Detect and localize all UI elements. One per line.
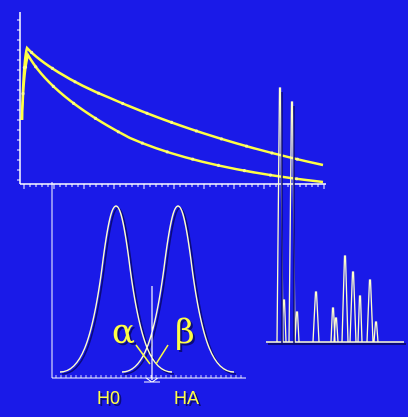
decay-marker [121,101,125,106]
ha-label-shadow: HA [176,390,201,410]
hypothesis-panel: α α β β H0 H0 HA HA [51,182,246,410]
decay-marker [219,137,223,141]
decay-marker [165,150,169,154]
decay-marker [145,111,149,115]
decay-data-markers [21,50,299,181]
alpha-label: α [112,312,135,352]
spectrum-peak [349,271,357,343]
spectrum-peak [341,255,349,343]
ha-label: HA [174,388,199,408]
decay-marker [34,65,38,69]
decay-marker [93,116,98,120]
spectrum-peak [357,295,363,343]
spectrum-peak [294,311,300,343]
decay-marker [270,151,274,155]
decay-marker [50,66,55,70]
spectrum-peaks [276,87,379,344]
decay-marker [194,129,198,133]
decay-marker [21,91,25,96]
decay-marker [140,141,144,145]
decay-marker [216,163,220,167]
decay-marker [242,169,246,173]
decay-marker [72,101,76,105]
beta-label-shadow: β [177,314,197,354]
spectrum-peak [373,321,379,343]
spectrum-peak [312,291,320,343]
decay-marker [97,91,101,95]
h0-distribution-curve [59,205,173,373]
spectrum-peak [333,317,339,343]
decay-marker [23,65,28,69]
spectrum-panel [266,87,406,345]
decay-marker [295,177,299,181]
decay-marker [295,157,299,161]
dist-x-ticks [55,375,242,378]
decay-y-ticks [17,19,20,181]
decay-marker [268,173,273,177]
decay-marker [245,144,249,148]
decay-marker [116,130,120,134]
h0-label-shadow: H0 [99,390,122,410]
decay-marker [30,50,34,55]
beta-label: β [175,312,195,352]
decay-marker [73,80,77,84]
spectrum-peak [330,307,336,343]
alpha-label-shadow: α [114,314,137,354]
decay-curve-lower [20,51,324,184]
beta-pointer [155,344,169,365]
ha-distribution-curve [121,205,235,373]
spectrum-peak [366,279,374,343]
decay-marker [191,157,195,161]
alpha-pointer [135,344,151,365]
decay-marker [170,120,174,124]
decay-curves-panel [17,12,326,189]
decay-marker [51,84,55,88]
h0-label: H0 [97,388,120,408]
decay-x-ticks [23,184,325,189]
decay-curve-upper [20,45,324,167]
